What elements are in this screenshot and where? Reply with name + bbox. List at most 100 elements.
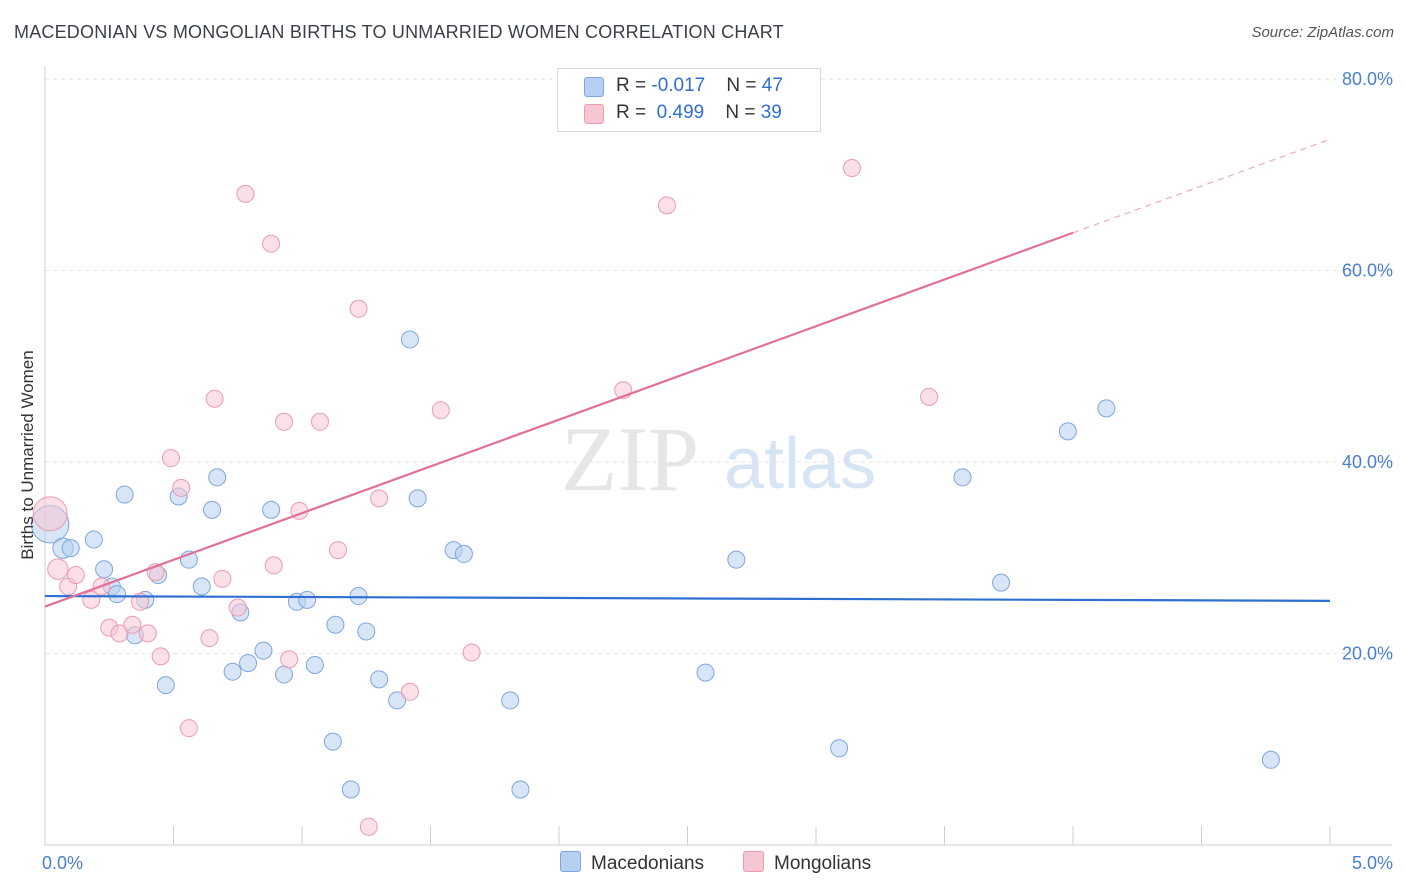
- grid-lines: [45, 78, 1392, 654]
- axes: [44, 66, 1392, 846]
- legend-r-value: 0.499: [656, 102, 705, 123]
- mongolian-point: [205, 389, 224, 408]
- tick-labels: 20.0% 40.0% 60.0% 80.0% 0.0% 5.0%: [42, 69, 1393, 873]
- legend-bottom-swatch-pink: [743, 851, 764, 872]
- legend-n-label: N =: [726, 75, 762, 96]
- mongolian-point: [123, 615, 142, 634]
- macedonian-point: [107, 585, 126, 604]
- chart-title: MACEDONIAN VS MONGOLIAN BIRTHS TO UNMARR…: [14, 22, 784, 42]
- macedonian-point: [323, 732, 342, 751]
- macedonian-point: [208, 468, 227, 487]
- mongolian-point: [179, 719, 198, 738]
- x-tick-label: 0.0%: [42, 853, 83, 873]
- macedonian-point: [305, 655, 324, 674]
- macedonian-point: [239, 654, 258, 673]
- x-tick-label: 5.0%: [1352, 853, 1393, 873]
- source-label: Source: ZipAtlas.com: [1251, 24, 1394, 41]
- mongolian-point: [47, 558, 69, 580]
- macedonian-point: [298, 590, 317, 609]
- y-tick-label: 20.0%: [1342, 644, 1393, 664]
- macedonian-point: [95, 560, 114, 579]
- mongolian-point: [280, 650, 299, 669]
- macedonian-point: [830, 739, 849, 758]
- y-tick-label: 60.0%: [1342, 261, 1393, 281]
- mongolian-point: [66, 565, 85, 584]
- legend-n-value: 39: [760, 102, 782, 123]
- legend-n-label: N =: [725, 102, 761, 123]
- macedonian-trend-line: [44, 594, 1331, 602]
- macedonian-point: [61, 539, 80, 558]
- macedonian-point: [84, 530, 103, 549]
- mongolian-point: [400, 682, 419, 701]
- macedonian-point: [992, 573, 1011, 592]
- macedonian-point: [326, 615, 345, 634]
- macedonian-point: [370, 670, 389, 689]
- mongolian-point: [213, 569, 232, 588]
- macedonian-point: [1097, 399, 1116, 418]
- mongolian-point: [32, 496, 68, 532]
- watermark: ZIP atlas: [561, 408, 876, 510]
- y-tick-label: 40.0%: [1342, 452, 1393, 472]
- legend-r-label: R =: [616, 75, 652, 96]
- legend-bottom-swatch-blue: [560, 851, 581, 872]
- points: [30, 159, 1280, 836]
- trend-lines: [44, 138, 1331, 608]
- legend-bottom-label: Macedonians: [591, 853, 705, 874]
- mongolian-point: [431, 401, 450, 420]
- macedonian-point: [696, 663, 715, 682]
- mongolian-point: [359, 817, 378, 836]
- mongolian-trend-line: [44, 231, 1074, 608]
- mongolian-point: [131, 592, 150, 611]
- legend-swatch-pink: [584, 104, 604, 124]
- macedonian-point: [1261, 750, 1280, 769]
- y-tick-label: 80.0%: [1342, 69, 1393, 89]
- mongolian-point: [172, 478, 191, 497]
- mongolian-point: [236, 184, 255, 203]
- mongolian-point: [328, 541, 347, 560]
- legend-r-value: -0.017: [651, 75, 706, 96]
- macedonian-point: [349, 587, 368, 606]
- mongolian-point: [275, 412, 294, 431]
- macedonian-point: [1058, 422, 1077, 441]
- macedonian-point: [275, 665, 294, 684]
- macedonian-point: [727, 550, 746, 569]
- macedonian-point: [357, 622, 376, 641]
- mongolian-point: [657, 196, 676, 215]
- mongolian-point: [370, 489, 389, 508]
- mongolian-point: [138, 624, 157, 643]
- legend-bottom-label: Mongolians: [774, 853, 872, 874]
- macedonian-point: [156, 676, 175, 695]
- mongolian-point: [310, 412, 329, 431]
- mongolian-point: [200, 629, 219, 648]
- legend-bottom-macedonians: Macedonians: [560, 851, 704, 875]
- macedonian-point: [203, 500, 222, 519]
- legend-bottom-mongolians: Mongolians: [743, 851, 871, 875]
- mongolian-point: [151, 647, 170, 666]
- mongolian-point: [842, 159, 861, 178]
- macedonian-point: [262, 500, 281, 519]
- legend-n-value: 47: [761, 75, 783, 96]
- mongolian-trend-extension: [1072, 138, 1331, 234]
- watermark-atlas: atlas: [724, 424, 876, 504]
- macedonian-point: [223, 662, 242, 681]
- macedonian-point: [953, 468, 972, 487]
- mongolian-point: [262, 234, 281, 253]
- mongolian-point: [462, 643, 481, 662]
- legend-r-label: R =: [616, 102, 652, 123]
- mongolian-point: [264, 556, 283, 575]
- macedonian-point: [511, 780, 530, 799]
- macedonian-point: [501, 691, 520, 710]
- legend-swatch-blue: [584, 77, 604, 97]
- macedonian-point: [341, 780, 360, 799]
- macedonian-point: [388, 691, 407, 710]
- y-axis-label: Births to Unmarried Women: [18, 350, 37, 560]
- macedonian-point: [115, 485, 134, 504]
- mongolian-point: [920, 387, 939, 406]
- macedonian-point: [400, 330, 419, 349]
- legend-top: R = -0.017 N = 47 R = 0.499 N = 39: [557, 68, 821, 132]
- macedonian-point: [454, 544, 473, 563]
- macedonian-point: [192, 577, 211, 596]
- mongolian-point: [161, 449, 180, 468]
- mongolian-point: [349, 299, 368, 318]
